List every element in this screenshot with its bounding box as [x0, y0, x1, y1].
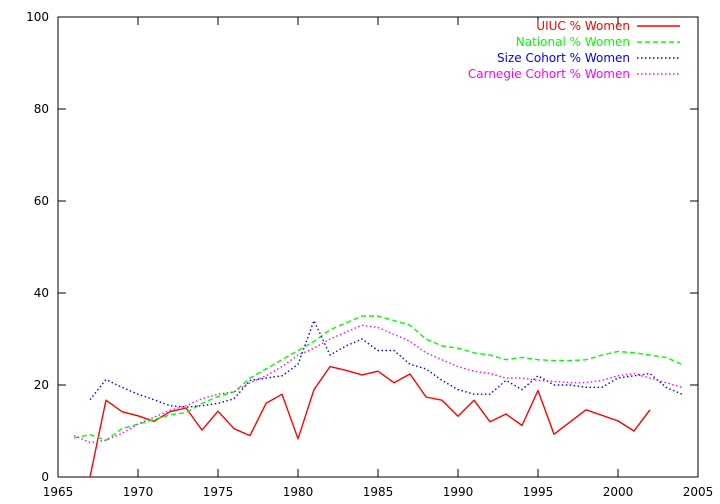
legend-label-2: National % Women [516, 35, 630, 49]
y-tick-label: 100 [26, 10, 49, 24]
x-tick-label: 1980 [283, 485, 314, 499]
legend-label-4: Carnegie Cohort % Women [468, 67, 630, 81]
series-lines [73, 315, 683, 478]
y-tick-label: 0 [41, 470, 49, 484]
y-tick-label: 80 [34, 102, 49, 116]
x-tick-label: 1995 [523, 485, 554, 499]
x-tick-label: 1965 [43, 485, 74, 499]
x-tick-label: 2000 [603, 485, 634, 499]
x-tick-label: 1975 [203, 485, 234, 499]
x-tick-label: 1970 [123, 485, 154, 499]
legend-label-3: Size Cohort % Women [497, 51, 630, 65]
x-tick-label: 1985 [363, 485, 394, 499]
y-tick-label: 20 [34, 378, 49, 392]
axis-ticks [57, 16, 699, 478]
series-line-2 [73, 315, 683, 441]
series-line-1 [89, 365, 651, 478]
axis-tick-labels: 1965 1970 1975 1980 1985 1990 1995 2000 2005 0 20 4… [26, 10, 713, 499]
plot-frame [57, 16, 699, 478]
y-tick-label: 40 [34, 286, 49, 300]
x-tick-label: 2005 [683, 485, 714, 499]
x-tick-label: 1990 [443, 485, 474, 499]
series-line-4 [73, 324, 683, 444]
series-line-3 [89, 319, 683, 408]
legend-label-1: UIUC % Women [536, 19, 630, 33]
legend: UIUC % Women National % Women Size Cohort … [468, 19, 680, 81]
y-tick-label: 60 [34, 194, 49, 208]
